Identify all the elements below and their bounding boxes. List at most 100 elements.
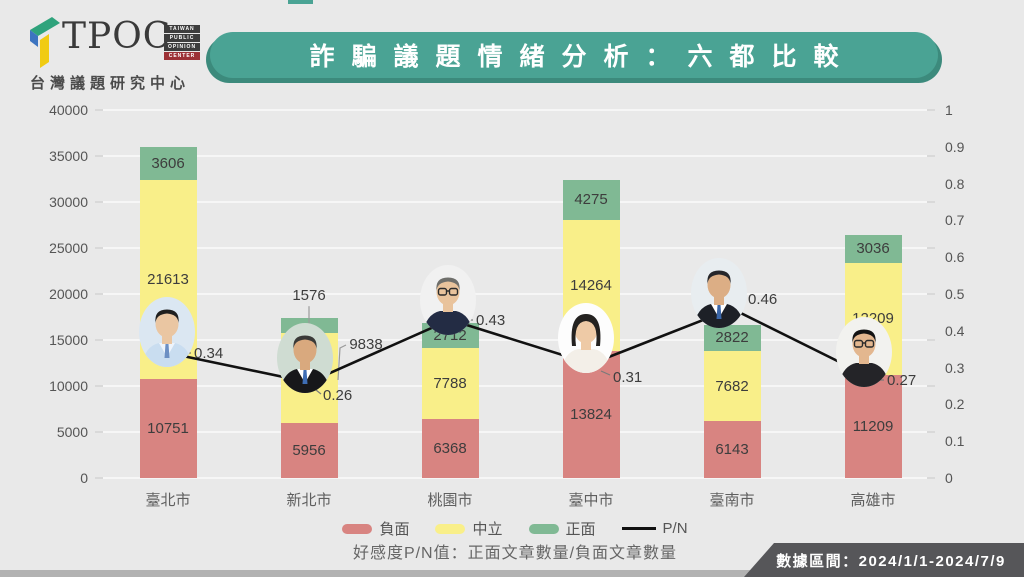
bar-value-label: 10751 xyxy=(147,420,189,438)
new-taipei-mayor-photo xyxy=(277,323,333,393)
legend-item: 中立 xyxy=(435,518,503,539)
pn-formula-caption: 好感度P/N值：正面文章數量/負面文章數量 xyxy=(352,545,678,562)
right-axis-label: 1 xyxy=(945,102,953,118)
y-axis-label: 35000 xyxy=(49,148,88,164)
legend-line-swatch xyxy=(621,527,656,530)
bar-segment-city5-0: 11209 xyxy=(844,374,902,478)
legend-label: 中立 xyxy=(472,521,503,538)
bar-value-label: 4275 xyxy=(574,191,608,209)
x-axis-label-2: 桃園市 xyxy=(427,492,473,509)
bar-segment-city2-0: 6368 xyxy=(421,419,479,478)
right-axis-label: 0.5 xyxy=(945,286,965,302)
legend-item: 負面 xyxy=(342,518,409,539)
right-axis-label: 0.4 xyxy=(945,322,965,339)
y-axis-label: 20000 xyxy=(49,286,88,302)
logo-stack-line: TAIWAN xyxy=(164,25,200,33)
data-range-banner: 數據區間：2024/1/1-2024/7/9 xyxy=(744,543,1024,577)
legend-item: P/N xyxy=(621,520,688,537)
legend: 負面 中立 正面 P/N xyxy=(95,518,935,539)
y-axis-label: 15000 xyxy=(49,332,88,348)
x-axis-label-1: 新北市 xyxy=(286,492,332,509)
left-tick xyxy=(95,477,103,479)
logo-stack-line: CENTER xyxy=(164,52,200,60)
right-axis-label: 0.6 xyxy=(945,249,965,266)
right-axis-label: 0.3 xyxy=(945,359,965,376)
x-axis-label-5: 高雄市 xyxy=(850,492,896,509)
right-tick xyxy=(927,477,935,479)
taoyuan-mayor-photo xyxy=(420,265,476,335)
bar-value-label: 5956 xyxy=(292,442,326,460)
bar-segment-city0-2: 3606 xyxy=(139,147,197,181)
legend-label: 負面 xyxy=(379,521,410,538)
bar-value-label: 3606 xyxy=(151,155,185,173)
gridline xyxy=(95,155,935,157)
left-tick xyxy=(95,339,103,341)
y-axis-label: 5000 xyxy=(56,424,88,440)
tpoc-logo: TPOC TAIWAN PUBLIC OPINION CENTER 台灣議題研究中心 xyxy=(26,12,226,96)
pn-leader-line xyxy=(600,370,611,376)
right-tick xyxy=(927,247,935,249)
right-tick xyxy=(927,109,935,111)
legend-label: P/N xyxy=(662,520,688,537)
kaohsiung-mayor-photo xyxy=(836,317,892,387)
right-tick xyxy=(927,201,935,203)
bar-value-label: 6143 xyxy=(715,441,749,459)
logo-acronym: TPOC xyxy=(62,16,172,57)
bar-value-label: 7682 xyxy=(715,377,749,395)
gridline xyxy=(95,477,935,479)
y-axis-label: 30000 xyxy=(49,194,88,210)
bar-segment-city3-2: 4275 xyxy=(562,180,620,220)
logo-stack-line: PUBLIC xyxy=(164,34,200,42)
legend-label: 正面 xyxy=(565,521,596,538)
page-title: 詐騙議題情緒分析：六都比較 xyxy=(210,32,938,78)
bar-segment-city4-2: 2822 xyxy=(703,324,761,351)
bar-segment-city4-0: 6143 xyxy=(703,421,761,478)
pn-line xyxy=(167,307,874,384)
bar-segment-city4-1: 7682 xyxy=(703,350,761,422)
bar-segment-city2-1: 7788 xyxy=(421,347,479,420)
bar-value-label: 1576 xyxy=(292,287,326,305)
gridline xyxy=(95,201,935,203)
bar-value-label: 7788 xyxy=(433,375,467,393)
right-tick xyxy=(927,431,935,433)
bar-value-label: 14264 xyxy=(570,276,612,294)
right-axis-label: 0 xyxy=(945,470,953,486)
gridline xyxy=(95,431,935,433)
pn-value-label: 0.46 xyxy=(748,291,778,308)
taichung-mayor-photo xyxy=(558,303,614,373)
legend-color-swatch xyxy=(528,523,559,534)
bar-value-label: 13824 xyxy=(570,405,612,423)
pn-value-label: 0.26 xyxy=(323,387,353,404)
y-axis-label: 40000 xyxy=(49,102,88,118)
y-axis-label: 25000 xyxy=(49,240,88,256)
left-tick xyxy=(95,431,103,433)
right-axis-label: 0.2 xyxy=(945,396,965,413)
x-axis-label-0: 臺北市 xyxy=(145,492,191,509)
left-tick xyxy=(95,247,103,249)
pn-value-label: 0.43 xyxy=(476,312,506,329)
pn-line-overlay xyxy=(167,299,884,395)
gridline xyxy=(95,293,935,295)
gridline xyxy=(95,247,935,249)
logo-subtitle: 台灣議題研究中心 xyxy=(30,75,191,92)
right-tick xyxy=(927,293,935,295)
tainan-mayor-photo xyxy=(691,258,747,328)
left-tick xyxy=(95,109,103,111)
bar-value-label: 2822 xyxy=(715,329,749,347)
x-axis-label-4: 臺南市 xyxy=(709,492,755,509)
bar-value-label: 3036 xyxy=(856,240,890,258)
pn-value-label: 0.31 xyxy=(613,369,643,386)
y-axis-label: 10000 xyxy=(49,378,88,394)
chart-plot-area: 10751 21613 3606 5956 6368 7788 2712 13824 14264… xyxy=(95,109,935,479)
left-tick xyxy=(95,293,103,295)
legend-color-swatch xyxy=(435,523,466,534)
left-tick xyxy=(95,385,103,387)
gridline xyxy=(95,385,935,387)
gridline xyxy=(95,109,935,111)
data-range-text: 數據區間：2024/1/1-2024/7/9 xyxy=(776,552,1006,570)
bar-segment-city0-0: 10751 xyxy=(139,379,197,478)
bar-segment-city5-2: 3036 xyxy=(844,234,902,263)
right-tick xyxy=(927,155,935,157)
top-accent-notch xyxy=(288,0,313,4)
pn-value-label: 0.27 xyxy=(887,372,917,389)
